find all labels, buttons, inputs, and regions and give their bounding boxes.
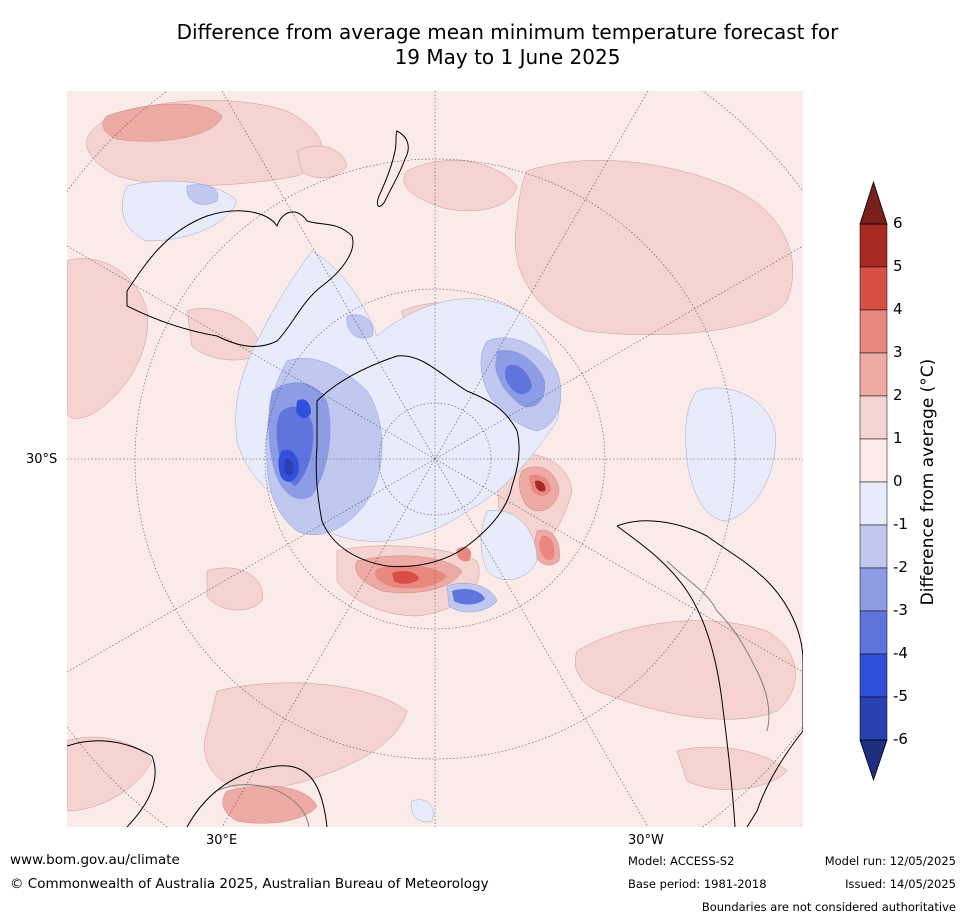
colorbar-tick-label: 3: [893, 343, 903, 361]
colorbar-bin: [859, 438, 888, 483]
colorbar-tick-label: -5: [893, 687, 908, 705]
footer-model-run: Model run: 12/05/2025: [824, 854, 956, 868]
antarctica-coastline: [315, 355, 520, 568]
footer-base-period: Base period: 1981-2018: [628, 877, 767, 891]
australia-coastline: [126, 210, 354, 347]
coastlines: [67, 130, 803, 827]
map-panel: [67, 91, 803, 827]
colorbar-tick-label: 1: [893, 429, 903, 447]
lon-label-30e: 30°E: [206, 833, 238, 848]
colorbar-tick-label: -2: [893, 558, 908, 576]
lon-label-30w: 30°W: [628, 833, 664, 848]
colorbar-tick-label: 2: [893, 386, 903, 404]
colorbar-bin: [859, 653, 888, 698]
title-line-2: 19 May to 1 June 2025: [394, 45, 621, 69]
new-zealand-coastline: [376, 130, 409, 207]
lat-label-30s: 30°S: [26, 452, 58, 467]
anomaly-warm-strong: [375, 474, 555, 589]
colorbar-tick-label: -6: [893, 730, 908, 748]
colorbar-bin: [859, 567, 888, 612]
footer-issued: Issued: 14/05/2025: [845, 877, 956, 891]
footer-model: Model: ACCESS-S2: [628, 854, 735, 868]
south-america-coastline: [616, 520, 803, 827]
title-line-1: Difference from average mean minimum tem…: [176, 20, 839, 44]
graticule: [67, 91, 803, 827]
colorbar-bin: [859, 481, 888, 526]
anomaly-cool-strong: [268, 350, 546, 605]
colorbar-tick-label: -4: [893, 644, 908, 662]
colorbar-bin: [859, 395, 888, 440]
colorbar-title: Difference from average (°C): [918, 358, 938, 606]
colorbar-tick-label: 5: [893, 257, 903, 275]
colorbar-tick-label: 0: [893, 472, 903, 490]
africa-coastline: [67, 740, 328, 827]
colorbar: [859, 180, 888, 782]
colorbar-bin: [859, 352, 888, 397]
colorbar-bin: [859, 696, 888, 741]
colorbar-bin: [859, 223, 888, 268]
colorbar-extend-min: [859, 739, 888, 782]
colorbar-bin: [859, 266, 888, 311]
footer-disclaimer: Boundaries are not considered authoritat…: [701, 900, 956, 914]
country-borders: [216, 560, 770, 827]
colorbar-tick-label: -3: [893, 601, 908, 619]
colorbar-bins: [859, 223, 888, 741]
colorbar-tick-label: -1: [893, 515, 908, 533]
polar-map: [67, 91, 803, 827]
colorbar-bin: [859, 610, 888, 655]
chart-title: Difference from average mean minimum tem…: [60, 20, 955, 70]
colorbar-tick-label: 4: [893, 300, 903, 318]
colorbar-tick-label: 6: [893, 214, 903, 232]
colorbar-bin: [859, 524, 888, 569]
footer-copyright: © Commonwealth of Australia 2025, Austra…: [10, 876, 489, 892]
colorbar-extend-max: [859, 180, 888, 225]
colorbar-bin: [859, 309, 888, 354]
footer-website: www.bom.gov.au/climate: [10, 852, 180, 868]
